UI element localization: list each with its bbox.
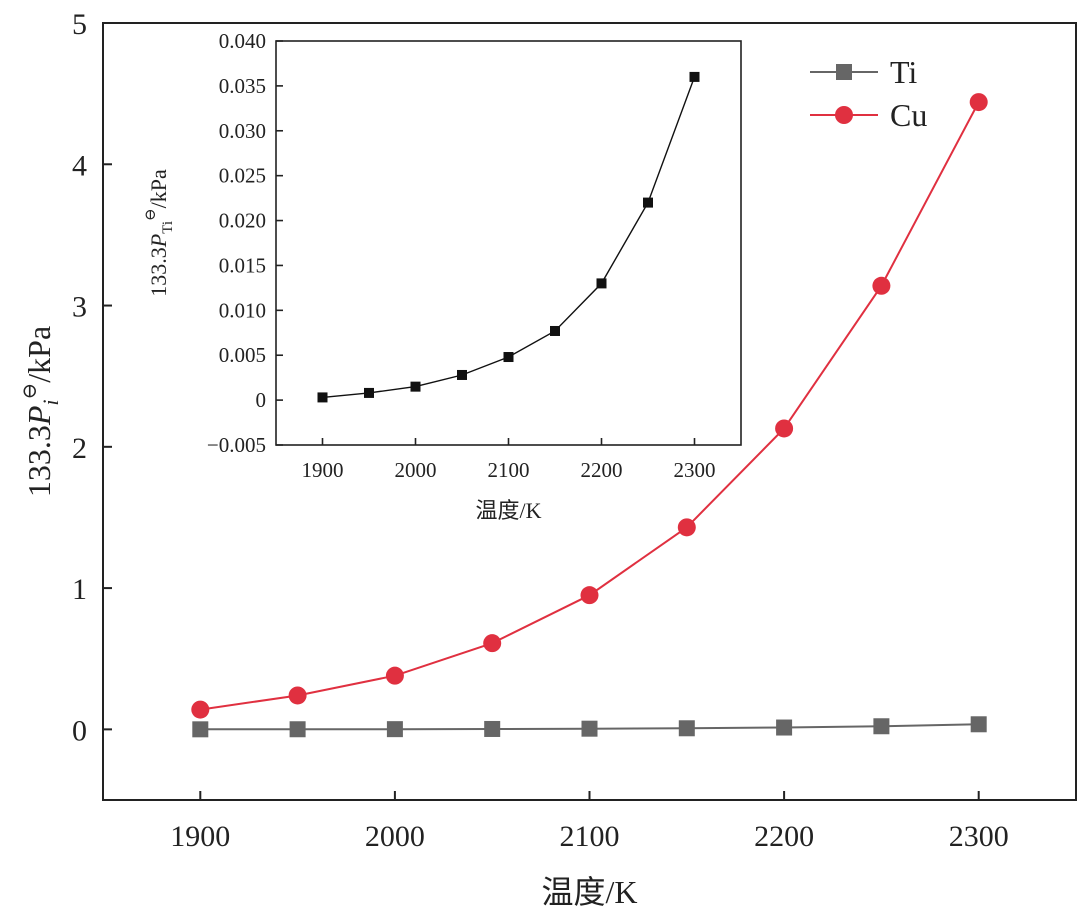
main-y-tick-label: 5 xyxy=(72,8,87,41)
inset-y-label-superscript: ⊖ xyxy=(143,208,159,221)
inset-x-axis-label: 温度/K xyxy=(475,498,541,523)
data-point-cu xyxy=(288,686,307,705)
main-y-label-subscript: i xyxy=(38,399,63,405)
inset-chart: 1900 2000 2100 2200 2300 −0.005 0 0.005 0.010 0.0… xyxy=(143,29,742,523)
data-point-ti xyxy=(581,720,598,737)
data-point-ti xyxy=(776,719,793,736)
main-x-tick-label: 2000 xyxy=(365,820,425,853)
data-point-ti xyxy=(289,721,306,738)
data-point-cu xyxy=(969,93,988,112)
data-point-cu xyxy=(191,700,210,719)
main-y-label-superscript: ⊖ xyxy=(19,383,41,400)
main-y-tick-label: 0 xyxy=(72,714,87,747)
legend-label-cu: Cu xyxy=(890,97,927,133)
inset-y-label-symbol: P xyxy=(146,234,171,248)
inset-y-tick-label: 0.025 xyxy=(219,164,266,188)
inset-data-point xyxy=(317,392,328,403)
data-point-ti xyxy=(970,716,987,733)
data-point-cu xyxy=(483,634,502,653)
data-point-ti xyxy=(678,720,695,737)
inset-data-point xyxy=(503,352,514,363)
main-y-label-symbol: P xyxy=(21,406,57,427)
main-x-tick-label: 2300 xyxy=(949,820,1009,853)
inset-y-tick-label: −0.005 xyxy=(207,433,266,457)
legend: Ti Cu xyxy=(810,54,927,133)
inset-x-tick-label: 2300 xyxy=(674,458,716,482)
main-x-tick-label: 2200 xyxy=(754,820,814,853)
data-point-cu xyxy=(677,518,696,537)
main-x-axis-label: 温度/K xyxy=(541,874,637,910)
main-y-label-prefix: 133.3 xyxy=(21,425,57,497)
inset-x-tick-label: 2200 xyxy=(581,458,623,482)
main-x-tick-label: 2100 xyxy=(560,820,620,853)
inset-y-tick-label: 0.010 xyxy=(219,298,266,322)
inset-y-tick-label: 0.015 xyxy=(219,253,266,277)
inset-y-tick-label: 0.020 xyxy=(219,209,266,233)
main-y-tick-label: 2 xyxy=(72,432,87,465)
inset-data-point xyxy=(410,381,421,392)
main-y-tick-label: 3 xyxy=(72,291,87,324)
data-point-cu xyxy=(775,419,794,438)
legend-label-ti: Ti xyxy=(890,54,917,90)
inset-y-tick-label: 0.005 xyxy=(219,343,266,367)
inset-data-point xyxy=(596,278,607,289)
inset-data-point xyxy=(643,197,653,208)
main-y-label-unit: /kPa xyxy=(21,326,57,383)
main-y-tick-label: 1 xyxy=(72,573,87,606)
data-point-ti xyxy=(484,720,501,737)
inset-data-point xyxy=(364,387,374,398)
inset-ticks: 1900 2000 2100 2200 2300 −0.005 0 0.005 0.010 0.0… xyxy=(207,29,716,482)
main-y-tick-label: 4 xyxy=(72,149,87,182)
data-point-cu xyxy=(385,666,404,685)
inset-x-tick-label: 1900 xyxy=(302,458,344,482)
inset-background xyxy=(276,41,741,445)
legend-marker-cu xyxy=(835,106,853,124)
inset-series xyxy=(317,71,700,403)
inset-y-label-prefix: 133.3 xyxy=(146,247,171,297)
data-point-cu xyxy=(872,276,891,295)
legend-marker-ti xyxy=(836,64,852,80)
inset-y-label-unit: /kPa xyxy=(146,169,171,208)
data-point-ti xyxy=(386,721,403,738)
data-point-ti xyxy=(192,721,209,738)
inset-x-tick-label: 2000 xyxy=(395,458,437,482)
inset-data-point xyxy=(550,325,560,336)
inset-y-label-subscript: Ti xyxy=(160,221,176,234)
inset-y-tick-label: 0.035 xyxy=(219,74,266,98)
main-x-tick-label: 1900 xyxy=(170,820,230,853)
inset-y-tick-label: 0 xyxy=(256,388,267,412)
main-series xyxy=(191,93,988,738)
inset-y-tick-label: 0.030 xyxy=(219,119,266,143)
inset-x-tick-label: 2100 xyxy=(488,458,530,482)
inset-data-point xyxy=(457,369,467,380)
main-y-axis-label: 133.3Pi⊖/kPa xyxy=(19,326,63,497)
main-ticks: 1900 2000 2100 2200 2300 0 1 2 3 4 5 xyxy=(72,8,1009,853)
inset-y-axis-label: 133.3PTi⊖/kPa xyxy=(143,169,176,297)
data-point-ti xyxy=(873,718,890,735)
data-point-cu xyxy=(580,586,599,605)
inset-y-tick-label: 0.040 xyxy=(219,29,266,53)
inset-data-point xyxy=(689,71,700,82)
